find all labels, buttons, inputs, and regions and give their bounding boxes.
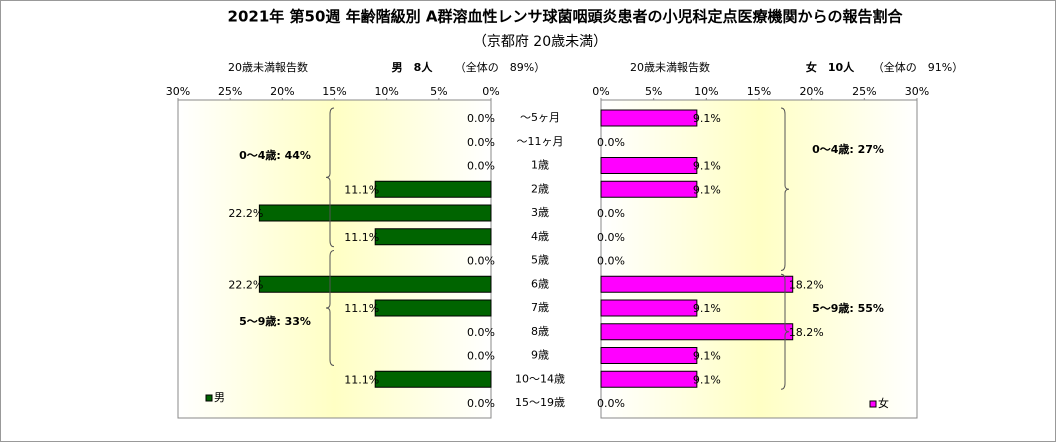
bar [600,157,698,174]
value-label: 18.2% [789,278,824,291]
bracket [325,250,335,366]
panel-header: 20歳未満報告数 [630,61,710,74]
bar [374,299,492,317]
value-label: 0.0% [467,136,495,149]
bar [258,204,492,222]
x-tick-label: 10% [694,85,718,98]
value-label: 11.1% [344,183,379,196]
category-label: 9歳 [531,349,549,362]
panel-header: 女 10人 [806,60,855,74]
value-label: 9.1% [693,350,721,363]
panel-header: 20歳未満報告数 [228,61,308,74]
legend-label: 男 [214,391,225,404]
bracket [780,107,790,271]
value-label: 11.1% [344,231,379,244]
x-tick-label: 0% [592,85,609,98]
annotation: 5～9歳: 55% [812,301,884,315]
category-label: 5歳 [531,254,549,267]
category-label: 15～19歳 [515,396,565,409]
category-label: 1歳 [531,159,549,172]
bar [600,370,698,388]
bar [600,109,698,127]
x-tick-label: 20% [270,85,294,98]
chart-title: 2021年 第50週 年齢階級別 A群溶血性レンサ球菌咽頭炎患者の小児科定点医療… [228,8,904,26]
bracket [325,107,335,248]
panel-header: （全体の 91%） [873,60,963,74]
value-label: 18.2% [789,326,824,339]
value-label: 0.0% [597,207,625,220]
plot-area [600,99,918,419]
value-label: 11.1% [344,373,379,386]
category-label: 7歳 [531,301,549,314]
category-label: 3歳 [531,206,549,219]
bar [600,275,794,293]
value-label: 22.2% [228,207,263,220]
value-label: 0.0% [467,326,495,339]
x-tick-label: 0% [482,85,499,98]
bar [258,275,492,293]
bar [600,299,698,317]
category-label: 8歳 [531,325,549,338]
x-tick-label: 15% [747,85,771,98]
category-label: 4歳 [531,230,549,243]
value-label: 9.1% [693,112,721,125]
category-label: 6歳 [531,277,549,290]
x-tick-label: 10% [374,85,398,98]
x-tick-label: 25% [852,85,876,98]
value-label: 0.0% [597,397,625,410]
chart-subtitle: （京都府 20歳未満） [473,34,607,50]
x-tick-label: 20% [799,85,823,98]
annotation: 0～4歳: 44% [239,148,311,162]
value-label: 9.1% [693,160,721,173]
category-label: 2歳 [531,182,549,195]
bar [600,347,698,364]
value-label: 9.1% [693,302,721,315]
x-tick-label: 15% [322,85,346,98]
legend-label: 女 [878,396,889,410]
category-label: 10～14歳 [515,372,565,385]
category-label: ～5ヶ月 [520,111,560,124]
x-tick-label: 30% [166,85,190,98]
x-tick-label: 5% [645,85,662,98]
value-label: 9.1% [693,183,721,196]
bar [374,370,492,388]
value-label: 22.2% [228,278,263,291]
legend-swatch [205,394,213,402]
bar [600,323,794,341]
x-tick-label: 25% [218,85,242,98]
value-label: 0.0% [597,231,625,244]
bar [374,180,492,198]
value-label: 0.0% [467,255,495,268]
panel-header: 男 8人 [392,60,434,74]
value-label: 0.0% [467,112,495,125]
category-label: ～11ヶ月 [517,135,564,148]
value-label: 11.1% [344,302,379,315]
plot-area [177,99,492,419]
value-label: 0.0% [597,136,625,149]
value-label: 0.0% [467,397,495,410]
panel-header: （全体の 89%） [455,60,545,74]
value-label: 0.0% [467,160,495,173]
bar [374,228,492,246]
legend-swatch [869,400,877,408]
value-label: 0.0% [597,255,625,268]
annotation: 0～4歳: 27% [812,142,884,156]
x-tick-label: 5% [430,85,447,98]
bracket [780,273,790,390]
x-tick-label: 30% [905,85,929,98]
annotation: 5～9歳: 33% [239,314,311,328]
bar [600,180,698,198]
value-label: 9.1% [693,373,721,386]
value-label: 0.0% [467,350,495,363]
